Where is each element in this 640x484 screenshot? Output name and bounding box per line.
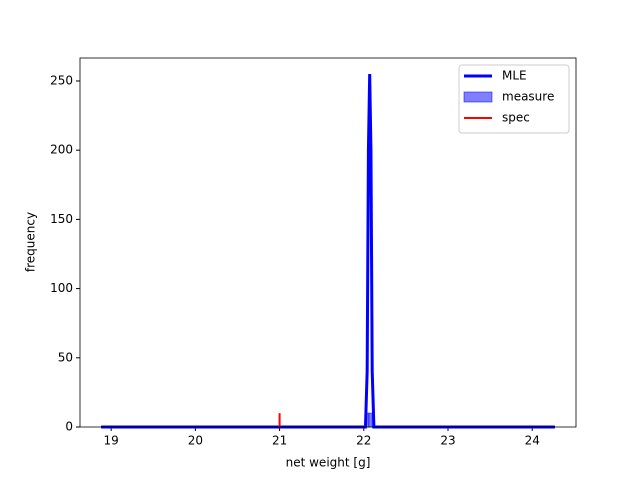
y-tick-label: 200: [50, 143, 73, 157]
y-tick-label: 150: [50, 212, 73, 226]
x-tick-label: 23: [440, 434, 455, 448]
x-axis-label: net weight [g]: [286, 456, 371, 470]
legend-label: spec: [502, 111, 530, 125]
y-tick-label: 50: [58, 350, 73, 364]
x-tick-label: 20: [188, 434, 203, 448]
x-tick-label: 19: [104, 434, 119, 448]
legend-swatch: [463, 91, 493, 103]
x-tick-label: 21: [272, 434, 287, 448]
legend-label: measure: [502, 90, 554, 104]
legend-label: MLE: [502, 69, 527, 83]
histogram-bar: [368, 412, 373, 428]
y-tick-label: 0: [65, 420, 73, 434]
x-tick-label: 22: [356, 434, 371, 448]
y-axis-label: frequency: [24, 212, 38, 272]
legend-box: [458, 64, 570, 134]
histogram-bar: [364, 412, 370, 428]
series-line: [101, 74, 555, 429]
x-tick-label: 24: [525, 434, 540, 448]
plot-frame: [79, 57, 577, 428]
y-tick-label: 250: [50, 73, 73, 87]
y-tick-label: 100: [50, 281, 73, 295]
